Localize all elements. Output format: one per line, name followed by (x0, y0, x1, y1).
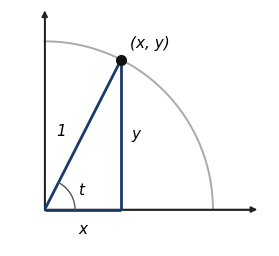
Text: (x, y): (x, y) (129, 36, 169, 51)
Text: 1: 1 (56, 124, 66, 139)
Text: y: y (132, 127, 141, 142)
Text: x: x (78, 222, 87, 237)
Text: t: t (78, 183, 84, 198)
